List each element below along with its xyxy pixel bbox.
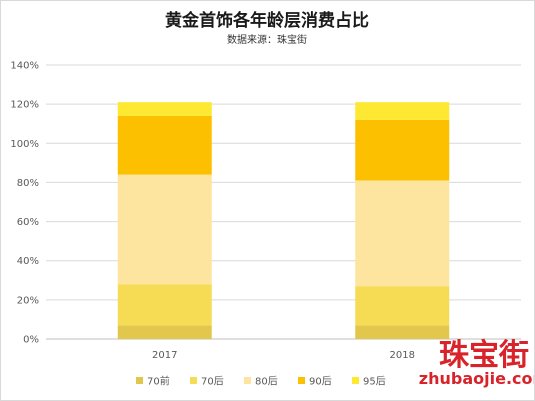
x-tick-label: 2018 xyxy=(390,350,415,361)
watermark-text: 珠宝街 xyxy=(439,338,529,373)
bar-segment xyxy=(355,180,450,287)
bar-segment xyxy=(355,325,450,339)
watermark-url: zhubaojie.com xyxy=(419,369,534,388)
legend-swatch xyxy=(244,377,251,384)
legend-label: 95后 xyxy=(363,376,386,388)
y-tick-label: 0% xyxy=(23,335,39,346)
legend-label: 90后 xyxy=(309,376,332,388)
bar-segment xyxy=(355,286,450,326)
bar-segment xyxy=(117,174,212,285)
y-tick-label: 20% xyxy=(17,295,39,306)
x-axis-ticks: 2017 2018 xyxy=(152,350,415,361)
legend-swatch xyxy=(298,377,305,384)
gridlines xyxy=(46,64,521,340)
legend-swatch xyxy=(136,377,143,384)
chart-subtitle: 数据来源：珠宝街 xyxy=(227,33,307,46)
chart-title: 黄金首饰各年龄层消费占比 xyxy=(165,10,369,31)
legend-swatch xyxy=(190,377,197,384)
legend-swatch xyxy=(352,377,359,384)
y-tick-label: 100% xyxy=(10,139,39,150)
y-axis-ticks: 0% 20% 40% 60% 80% 100% 120% 140% xyxy=(10,61,39,346)
bars xyxy=(117,102,450,339)
legend-label: 70后 xyxy=(201,376,224,388)
bar-segment xyxy=(117,102,212,116)
y-tick-label: 120% xyxy=(10,100,39,111)
bar-segment xyxy=(117,115,212,175)
y-tick-label: 40% xyxy=(17,256,39,267)
bar-segment xyxy=(117,325,212,339)
legend-label: 80后 xyxy=(255,376,278,388)
bar-segment xyxy=(117,284,212,326)
y-tick-label: 60% xyxy=(17,217,39,228)
bar-segment xyxy=(355,102,450,120)
bar-segment xyxy=(355,119,450,181)
legend: 70前 70后 80后 90后 95后 xyxy=(136,375,386,388)
y-tick-label: 80% xyxy=(17,178,39,189)
legend-label: 70前 xyxy=(147,375,170,388)
watermark-logo: 珠宝街 zhubaojie.com xyxy=(419,338,534,388)
y-tick-label: 140% xyxy=(10,61,39,72)
x-tick-label: 2017 xyxy=(152,350,177,361)
